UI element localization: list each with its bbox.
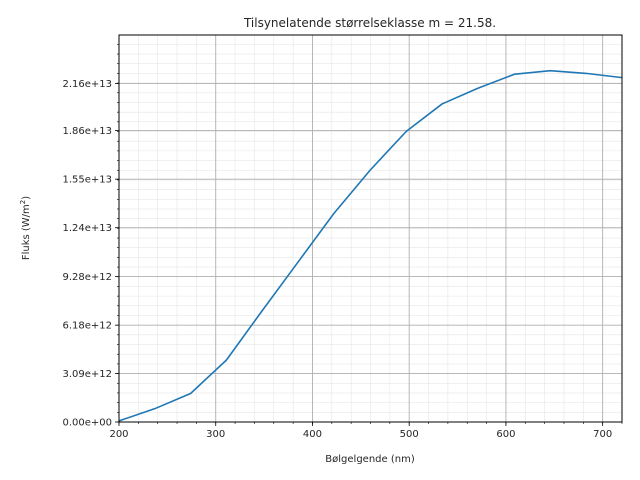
y-tick-label: 0.00e+00	[62, 418, 112, 429]
x-tick-label: 700	[593, 429, 612, 440]
minor-grid	[118, 35, 623, 423]
x-tick-label: 600	[496, 429, 515, 440]
y-tick-label: 2.16e+13	[62, 79, 112, 90]
y-axis-label-main: Fluks (W/m	[21, 204, 32, 260]
x-axis-ticks: 200 300 400 500 600 700	[109, 422, 612, 440]
y-axis-label-close: )	[21, 196, 32, 200]
y-tick-label: 1.55e+13	[62, 175, 112, 186]
y-tick-label: 1.24e+13	[62, 223, 112, 234]
series-layer	[118, 69, 623, 422]
y-tick-label: 3.09e+12	[62, 369, 112, 380]
y-tick-label: 1.86e+13	[62, 126, 112, 137]
y-axis-label-superscript: 2	[19, 200, 27, 204]
series-line	[118, 69, 623, 422]
chart-title: Tilsynelatende størrelseklasse m = 21.58…	[243, 16, 496, 30]
y-tick-label: 6.18e+12	[62, 321, 112, 332]
x-tick-label: 200	[109, 429, 128, 440]
x-tick-label: 400	[303, 429, 322, 440]
y-tick-label: 9.28e+12	[62, 272, 112, 283]
x-tick-label: 500	[400, 429, 419, 440]
x-axis-label: Bølgelgende (nm)	[325, 454, 415, 465]
y-axis-ticks: 0.00e+00 3.09e+12 6.18e+12 9.28e+12 1.24e+13…	[62, 79, 119, 429]
y-axis-label: Fluks (W/m2)	[19, 196, 32, 260]
x-tick-label: 300	[206, 429, 225, 440]
